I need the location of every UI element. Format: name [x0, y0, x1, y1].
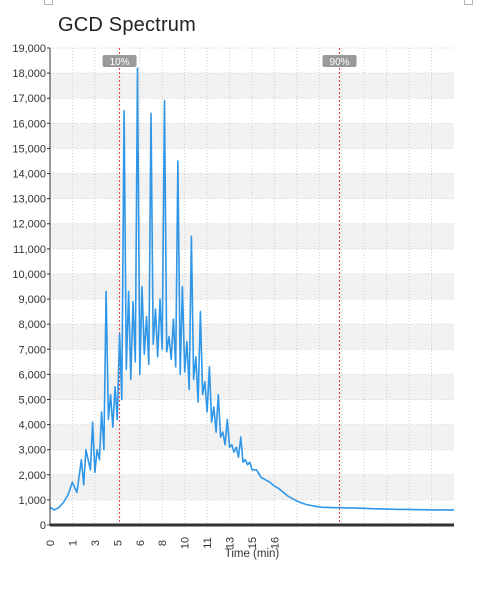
- marker-label: 10%: [110, 57, 130, 68]
- x-tick-label: 5: [112, 540, 124, 546]
- y-tick-label: 10,000: [12, 269, 46, 281]
- y-tick-label: 2,000: [18, 470, 46, 482]
- x-axis-ticks: 0 1 3 5 6 8 10 11 13 15 16: [45, 537, 281, 549]
- y-tick-label: 5,000: [18, 394, 46, 406]
- y-tick-label: 11,000: [13, 244, 46, 256]
- chart-axes: [49, 48, 454, 527]
- y-tick-label: 16,000: [12, 118, 46, 130]
- y-tick-label: 6,000: [18, 369, 46, 381]
- y-tick-label: 17,000: [12, 93, 46, 105]
- y-tick-label: 12,000: [12, 219, 46, 231]
- grid-band: [50, 273, 454, 300]
- grid-band: [50, 73, 454, 99]
- x-tick-label: 8: [157, 540, 169, 546]
- y-tick-label: 1,000: [18, 495, 46, 507]
- x-axis-title: Time (min): [225, 548, 280, 560]
- x-tick-label: 11: [202, 537, 214, 548]
- y-tick-label: 13,000: [12, 194, 46, 206]
- grid-band: [50, 223, 454, 249]
- chart-markers: 10% 90%: [102, 48, 357, 525]
- window-corner-left-mark: [44, 0, 53, 5]
- y-tick-label: 14,000: [12, 169, 46, 181]
- y-tick-label: 15,000: [12, 143, 46, 155]
- x-tick-label: 15: [247, 537, 259, 549]
- grid-band: [50, 424, 454, 450]
- y-tick-label: 9,000: [18, 294, 46, 306]
- grid-band: [50, 474, 454, 500]
- marker-label: 90%: [330, 57, 350, 68]
- y-tick-label: 7,000: [18, 344, 46, 356]
- x-tick-label: 16: [269, 537, 281, 549]
- chart-title: GCD Spectrum: [58, 14, 196, 36]
- x-tick-label: 6: [135, 540, 147, 546]
- y-tick-label: 19,000: [12, 43, 46, 55]
- x-tick-label: 3: [90, 540, 102, 546]
- marker-badge: [322, 55, 357, 67]
- x-tick-label: 0: [45, 540, 57, 546]
- x-tick-label: 1: [67, 540, 79, 546]
- series-line: [49, 67, 454, 511]
- y-tick-label: 0: [40, 520, 46, 532]
- y-tick-label: 3,000: [18, 445, 46, 457]
- window-corner-right-mark: [464, 0, 473, 5]
- chart-series: [49, 67, 454, 511]
- y-axis-ticks: 0 1,000 2,000 3,000 4,000 5,000 6,000 7,000 8,00…: [12, 43, 50, 532]
- x-tick-label: 13: [225, 537, 237, 549]
- marker-badge: [102, 55, 137, 67]
- chart-grid: [49, 47, 454, 526]
- y-tick-label: 8,000: [18, 319, 46, 331]
- y-tick-label: 4,000: [18, 420, 46, 432]
- x-tick-label: 10: [180, 537, 192, 549]
- y-tick-label: 18,000: [12, 68, 46, 80]
